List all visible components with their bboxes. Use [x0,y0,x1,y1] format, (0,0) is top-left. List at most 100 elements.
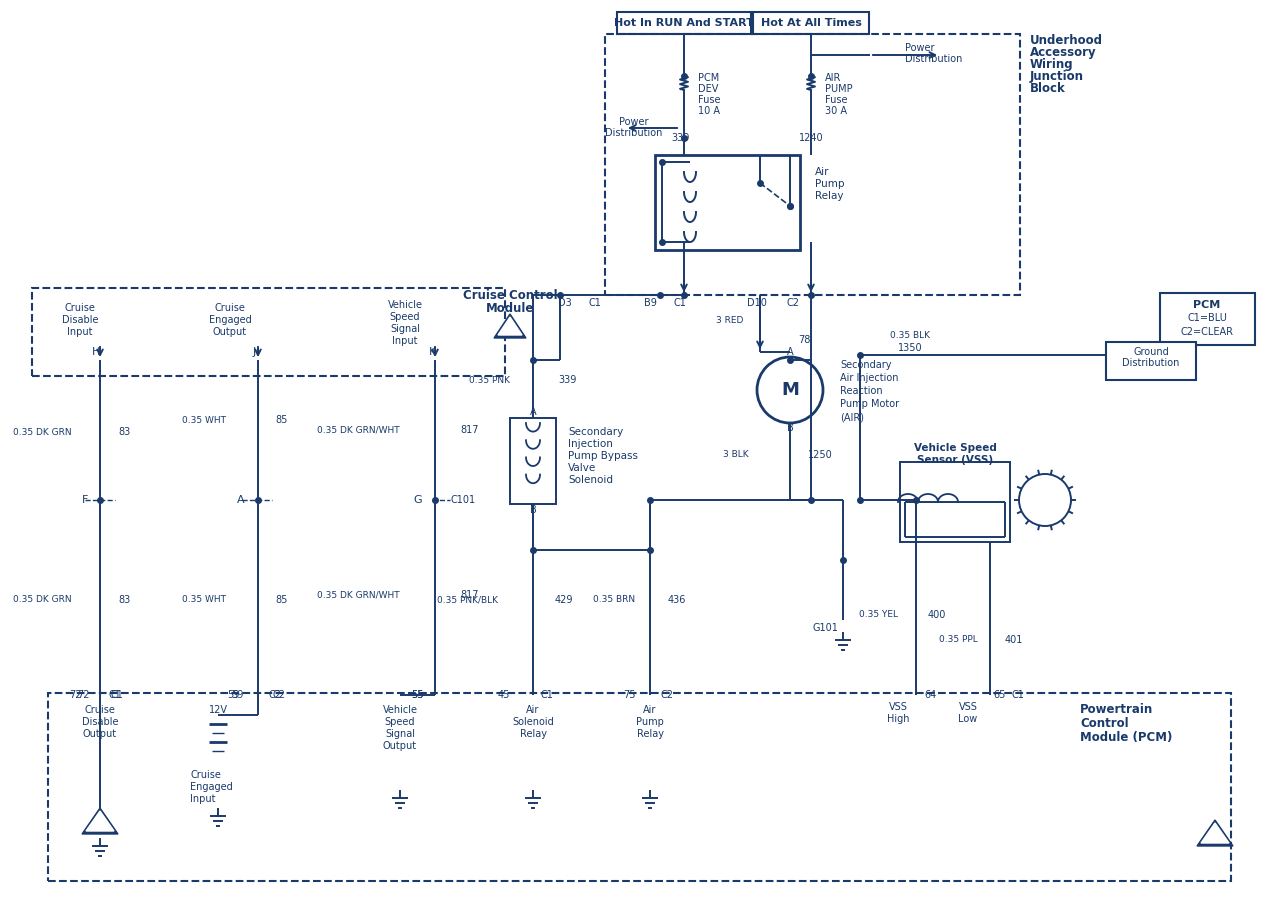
Text: 0.35 DK GRN/WHT: 0.35 DK GRN/WHT [317,426,399,435]
Text: 83: 83 [118,427,130,437]
Text: Hot At All Times: Hot At All Times [761,18,861,28]
Text: Signal: Signal [385,729,415,739]
Text: Cruise: Cruise [190,770,221,780]
Text: Pump Motor: Pump Motor [840,399,899,409]
Text: 400: 400 [929,610,946,620]
Text: 1350: 1350 [898,343,922,353]
Text: C2: C2 [268,690,281,700]
Text: C1: C1 [541,690,553,700]
Text: Secondary: Secondary [840,360,892,370]
Text: Input: Input [190,794,215,804]
Text: Solenoid: Solenoid [513,717,553,727]
Text: 0.35 PPL: 0.35 PPL [939,635,977,644]
Text: Air: Air [644,705,656,715]
Text: Vehicle: Vehicle [383,705,417,715]
Text: 0.35 BRN: 0.35 BRN [593,596,635,605]
Text: Engaged: Engaged [209,315,252,325]
Text: C1: C1 [109,690,123,700]
Text: 339: 339 [670,133,689,143]
Text: Injection: Injection [569,439,613,449]
Text: 10 A: 10 A [698,106,720,116]
Text: A: A [238,495,245,505]
Text: Air: Air [815,167,829,177]
Text: 59: 59 [232,690,244,700]
Text: 1240: 1240 [799,133,823,143]
Text: Vehicle: Vehicle [388,300,422,310]
Text: Valve: Valve [569,463,597,473]
Text: PCM: PCM [1193,300,1221,310]
Polygon shape [81,808,118,834]
Text: Engaged: Engaged [190,782,233,792]
Text: Hot In RUN And START: Hot In RUN And START [614,18,754,28]
Bar [510,418,556,504]
Text: 0.35 BLK: 0.35 BLK [890,330,930,339]
Text: A: A [786,347,794,357]
Text: H: H [92,347,100,357]
Text: J: J [252,347,256,357]
Text: 0.35 YEL: 0.35 YEL [859,610,898,619]
Text: 436: 436 [668,595,687,605]
Text: Module: Module [486,302,534,314]
Text: 59: 59 [228,690,240,700]
Text: 65: 65 [993,690,1006,700]
Text: 72: 72 [78,690,90,700]
Text: Input: Input [392,336,417,346]
Text: PCM: PCM [698,73,719,83]
Polygon shape [86,811,114,831]
Text: Output: Output [383,741,417,751]
Text: (AIR): (AIR) [840,412,864,422]
Text: Relay: Relay [636,729,664,739]
Text: K: K [429,347,435,357]
Text: 0.35 WHT: 0.35 WHT [182,416,226,425]
Text: Output: Output [83,729,117,739]
Text: Fuse: Fuse [826,95,847,105]
Text: Cruise Control: Cruise Control [463,289,557,302]
Polygon shape [1201,823,1229,843]
Text: C1: C1 [589,298,602,308]
Text: Junction: Junction [1030,69,1084,83]
Text: Output: Output [212,327,247,337]
Text: A: A [529,407,537,417]
Text: 30 A: 30 A [826,106,847,116]
Text: Pump Bypass: Pump Bypass [569,451,639,461]
Text: B9: B9 [644,298,656,308]
Text: 339: 339 [558,375,576,385]
Text: Vehicle Speed: Vehicle Speed [913,443,996,453]
Text: M: M [781,381,799,399]
Text: C2: C2 [272,690,285,700]
Text: Distribution: Distribution [1122,358,1179,368]
Text: 45: 45 [497,690,510,700]
Polygon shape [494,314,527,338]
Text: DEV: DEV [698,84,719,94]
Text: Power: Power [904,43,935,53]
Text: 0.35 DK GRN: 0.35 DK GRN [14,428,73,436]
Text: Pump: Pump [815,179,845,189]
Text: 0.35 PNK/BLK: 0.35 PNK/BLK [438,596,499,605]
Text: Disable: Disable [62,315,98,325]
Text: AIR: AIR [826,73,841,83]
Text: 0.35 DK GRN/WHT: 0.35 DK GRN/WHT [317,590,399,599]
Text: B: B [786,423,794,433]
Text: Solenoid: Solenoid [569,475,613,485]
Text: 0.35 PNK: 0.35 PNK [469,375,510,384]
Text: 429: 429 [555,595,574,605]
Text: D10: D10 [747,298,767,308]
Text: Powertrain: Powertrain [1080,704,1154,716]
Text: 401: 401 [1005,635,1024,645]
Text: G101: G101 [812,623,838,633]
Text: 85: 85 [275,595,287,605]
Bar [32,288,505,376]
Text: Input: Input [67,327,93,337]
Text: Accessory: Accessory [1030,46,1096,58]
Text: 0.35 WHT: 0.35 WHT [182,596,226,605]
Text: F: F [81,495,88,505]
Bar [1160,293,1255,345]
Text: 72: 72 [70,690,81,700]
Text: G: G [413,495,422,505]
Text: Control: Control [1080,717,1128,731]
Text: C1: C1 [674,298,687,308]
Text: 85: 85 [275,415,287,425]
Text: B: B [529,505,537,515]
Text: 0.35 DK GRN: 0.35 DK GRN [14,596,73,605]
Text: 12V: 12V [209,705,228,715]
